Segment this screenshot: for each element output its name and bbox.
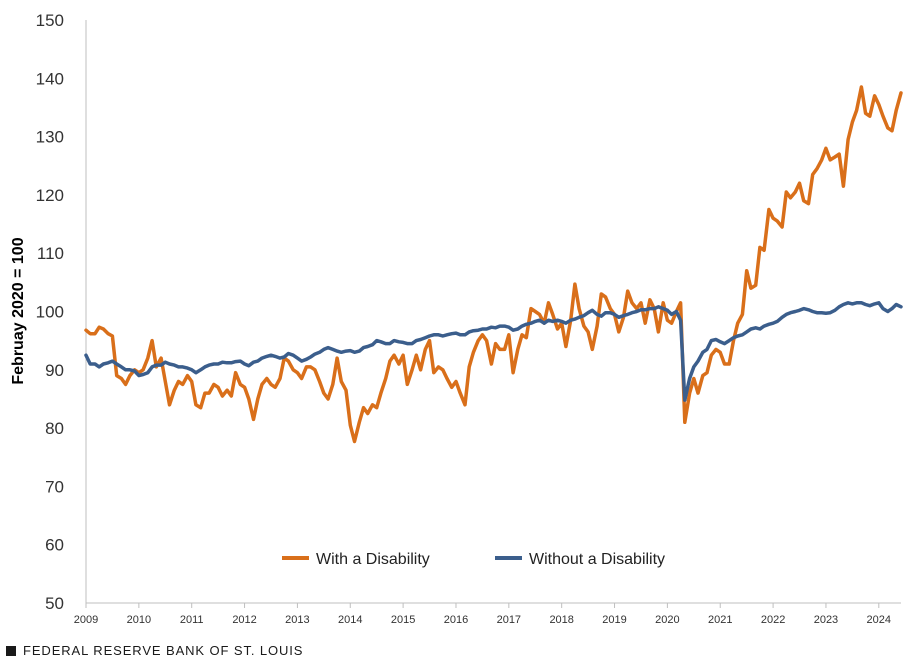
line-chart: 50 60 70 80 90 100 110 120 130 140 150 2009 2010 201…	[10, 11, 903, 626]
legend-label: Without a Disability	[529, 551, 665, 568]
y-tick-label: 60	[45, 536, 64, 555]
x-tick-label: 2016	[444, 614, 468, 626]
y-tick-label: 70	[45, 477, 64, 496]
x-tick-label: 2011	[180, 614, 204, 626]
x-tick-label: 2020	[655, 614, 679, 626]
x-tick-label: 2023	[814, 614, 838, 626]
x-tick-label: 2010	[127, 614, 151, 626]
y-tick-label: 150	[36, 11, 64, 30]
y-tick-label: 90	[45, 361, 64, 380]
x-tick-label: 2017	[497, 614, 521, 626]
series-lines	[84, 85, 903, 444]
x-tick-label: 2015	[391, 614, 415, 626]
series-line-without-disability	[84, 301, 903, 402]
y-tick-label: 110	[37, 244, 64, 263]
y-axis-title: Februay 2020 = 100	[10, 237, 27, 384]
y-tick-label: 120	[36, 186, 64, 205]
series-line-with-disability	[84, 85, 903, 444]
x-tick-label: 2019	[602, 614, 626, 626]
x-tick-label: 2012	[232, 614, 256, 626]
footer: FEDERAL RESERVE BANK OF ST. LOUIS	[6, 643, 303, 658]
y-tick-label: 100	[36, 303, 64, 322]
x-tick-label: 2021	[708, 614, 732, 626]
x-tick-label: 2009	[74, 614, 98, 626]
y-axis-ticks: 50 60 70 80 90 100 110 120 130 140 150	[36, 11, 64, 613]
x-axis-ticks: 2009 2010 2011 2012 2013 2014 2015 2016 2017 2018…	[74, 603, 891, 626]
y-tick-label: 50	[45, 594, 64, 613]
x-tick-label: 2014	[338, 614, 362, 626]
x-tick-label: 2022	[761, 614, 785, 626]
y-tick-label: 80	[45, 419, 64, 438]
footer-text: FEDERAL RESERVE BANK OF ST. LOUIS	[23, 643, 304, 658]
y-tick-label: 130	[36, 128, 64, 147]
legend-label: With a Disability	[316, 551, 430, 568]
x-tick-label: 2024	[867, 614, 891, 626]
legend: With a Disability Without a Disability	[282, 551, 665, 568]
x-tick-label: 2013	[285, 614, 309, 626]
logo-square-icon	[6, 645, 16, 656]
x-tick-label: 2018	[549, 614, 573, 626]
y-tick-label: 140	[36, 69, 64, 88]
